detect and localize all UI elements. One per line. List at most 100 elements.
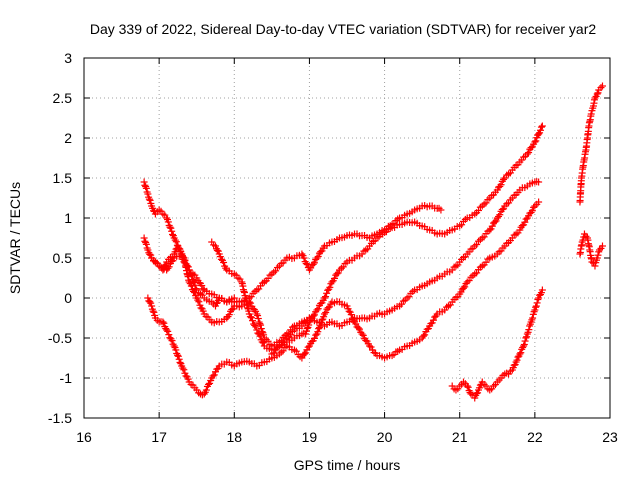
data-point-arc2 — [309, 260, 317, 268]
x-tick-label: 17 — [151, 429, 167, 445]
data-point-arc8 — [593, 90, 601, 98]
x-tick-label: 18 — [226, 429, 242, 445]
data-point-arc5 — [521, 218, 529, 226]
data-point-arc7 — [532, 302, 540, 310]
data-point-arc5 — [354, 324, 362, 332]
data-point-arc5 — [459, 284, 467, 292]
data-point-arc7 — [517, 349, 525, 357]
data-point-arc4 — [328, 278, 336, 286]
data-point-arc6 — [491, 218, 499, 226]
data-point-arc5 — [209, 372, 217, 380]
data-point-arc5 — [302, 349, 310, 357]
data-point-arc8 — [597, 84, 605, 92]
data-point-arc4 — [322, 293, 330, 301]
data-point-arc2 — [314, 252, 322, 260]
data-point-arc7 — [521, 337, 529, 345]
data-point-arc3 — [181, 259, 189, 267]
data-point-arc2 — [198, 282, 206, 290]
data-point-arc2 — [313, 254, 321, 262]
data-point-arc1 — [169, 230, 177, 238]
data-point-arc1 — [141, 181, 149, 189]
data-point-arc1 — [168, 227, 176, 235]
data-point-arc9 — [594, 251, 602, 259]
data-point-arc9 — [582, 232, 590, 240]
data-point-arc5 — [359, 331, 367, 339]
data-point-arc3 — [257, 321, 265, 329]
axis-ticks: 16 17 18 19 20 21 22 23 -1.5 -1 -0.5 0 0.5 1 1.5 2 2.5 3 — [48, 50, 618, 445]
data-point-arc8 — [591, 94, 599, 102]
data-point-arc4 — [258, 338, 266, 346]
data-point-arc1 — [163, 214, 171, 222]
data-point-arc7 — [534, 296, 542, 304]
y-tick-label: -0.5 — [48, 330, 72, 346]
data-point-arc7 — [529, 314, 537, 322]
data-point-arc5 — [180, 366, 188, 374]
data-point-arc4 — [220, 258, 228, 266]
data-point-arc4 — [326, 283, 334, 291]
data-point-arc4 — [251, 321, 259, 329]
y-tick-label: -1.5 — [48, 410, 72, 426]
data-point-arc4 — [525, 149, 533, 157]
data-point-arc5 — [352, 320, 360, 328]
data-point-arc4 — [333, 270, 341, 278]
data-point-arc5 — [149, 307, 157, 315]
data-point-arc5 — [174, 351, 182, 359]
data-point-arc3 — [187, 282, 195, 290]
data-point-arc3 — [164, 264, 172, 272]
data-point-arc9 — [595, 246, 603, 254]
data-point-arc3 — [255, 318, 263, 326]
data-point-arc9 — [598, 242, 606, 250]
data-point-arc5 — [310, 334, 318, 342]
data-point-arc8 — [598, 82, 606, 90]
data-point-arc9 — [588, 258, 596, 266]
data-point-arc3 — [195, 298, 203, 306]
data-point-arc6 — [488, 222, 496, 230]
data-point-arc4 — [246, 313, 254, 321]
data-point-arc1 — [167, 224, 175, 232]
data-point-arc4 — [259, 339, 267, 347]
data-point-arc7 — [530, 308, 538, 316]
data-point-arc1 — [171, 236, 179, 244]
y-tick-label: 2.5 — [53, 90, 73, 106]
data-point-arc3 — [260, 331, 268, 339]
data-point-arc2 — [298, 250, 306, 258]
x-tick-label: 19 — [302, 429, 318, 445]
data-point-arc5 — [530, 203, 538, 211]
data-point-arc5 — [179, 364, 187, 372]
data-point-arc6 — [486, 226, 494, 234]
data-point-arc3 — [257, 325, 265, 333]
data-point-arc4 — [249, 317, 257, 325]
data-point-arc5 — [314, 328, 322, 336]
data-point-arc7 — [538, 286, 546, 294]
data-point-arc5 — [168, 337, 176, 345]
data-point-arc2 — [199, 285, 207, 293]
data-point-arc4 — [532, 137, 540, 145]
data-point-arc5 — [370, 349, 378, 357]
data-point-arc5 — [205, 380, 213, 388]
data-points — [140, 82, 606, 402]
data-point-arc1 — [166, 223, 174, 231]
data-point-arc5 — [176, 358, 184, 366]
data-point-arc5 — [175, 355, 183, 363]
data-point-arc4 — [213, 246, 221, 254]
data-point-arc5 — [461, 283, 469, 291]
x-tick-label: 16 — [76, 429, 92, 445]
data-point-arc3 — [254, 312, 262, 320]
data-point-arc7 — [519, 343, 527, 351]
data-point-arc7 — [520, 342, 528, 350]
data-point-arc2 — [141, 237, 149, 245]
chart-title: Day 339 of 2022, Sidereal Day-to-day VTE… — [90, 21, 596, 37]
data-point-arc7 — [463, 382, 471, 390]
data-point-arc5 — [528, 207, 536, 215]
data-point-arc1 — [142, 184, 150, 192]
data-point-arc4 — [320, 294, 328, 302]
data-point-arc7 — [513, 356, 521, 364]
data-point-arc5 — [300, 350, 308, 358]
data-point-arc2 — [317, 248, 325, 256]
data-point-arc4 — [256, 332, 264, 340]
data-point-arc7 — [464, 383, 472, 391]
data-point-arc4 — [252, 323, 260, 331]
data-point-arc3 — [178, 250, 186, 258]
data-point-arc1 — [145, 195, 153, 203]
grid — [84, 58, 610, 418]
